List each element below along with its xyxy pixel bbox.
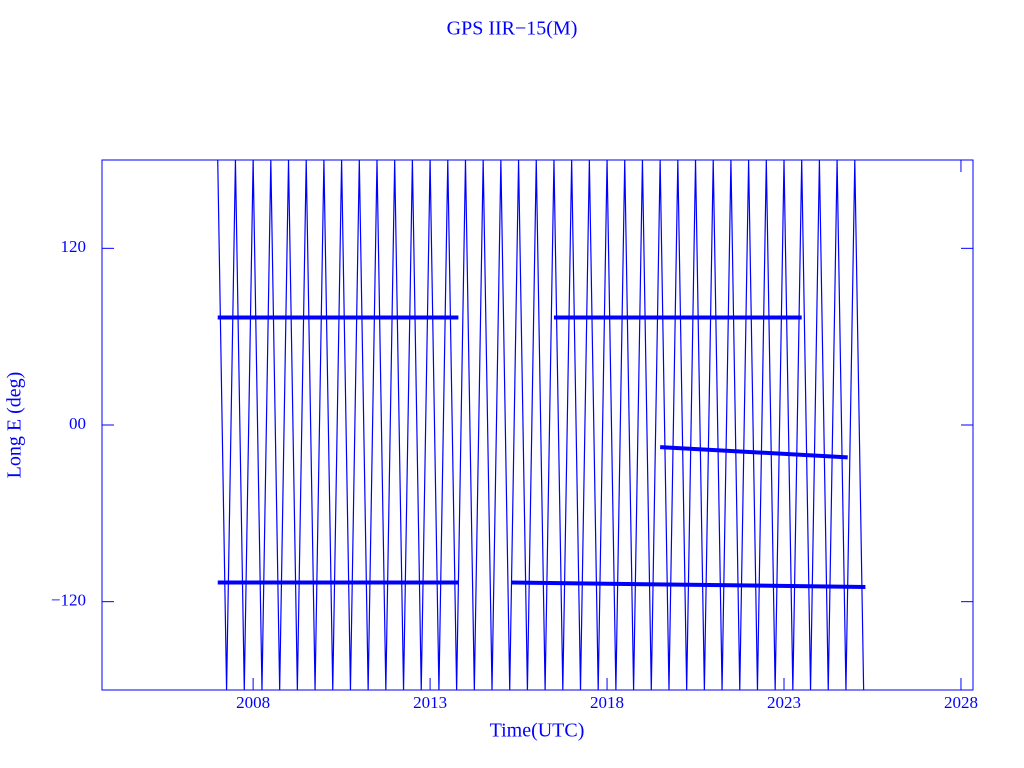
y-tick-label: 120: [61, 237, 87, 256]
data-line: [217, 159, 865, 691]
x-tick-label: 2013: [413, 693, 447, 712]
data-line: [511, 580, 866, 589]
x-tick-label: 2018: [590, 693, 624, 712]
x-axis-label: Time(UTC): [490, 720, 585, 742]
y-axis-label: Long E (deg): [4, 372, 26, 479]
data-line: [660, 445, 848, 460]
chart-title: GPS IIR−15(M): [447, 18, 578, 40]
x-tick-label: 2028: [944, 693, 978, 712]
y-tick-label: −120: [51, 591, 86, 610]
x-tick-label: 2023: [767, 693, 801, 712]
x-tick-label: 2008: [236, 693, 270, 712]
y-tick-label: 00: [69, 414, 86, 433]
